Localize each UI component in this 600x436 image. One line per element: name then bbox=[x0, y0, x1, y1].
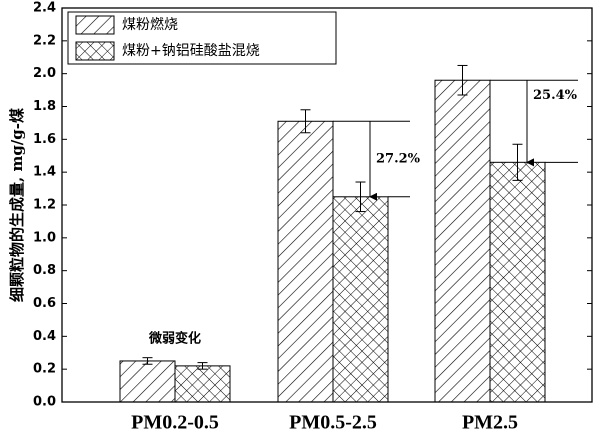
y-tick-label: 1.4 bbox=[33, 165, 56, 180]
annotation: 25.4% bbox=[533, 88, 578, 103]
x-tick-label: PM0.5-2.5 bbox=[289, 412, 377, 434]
error-bar bbox=[197, 362, 208, 370]
bar bbox=[332, 196, 389, 403]
y-tick-label: 0.6 bbox=[33, 296, 56, 311]
x-tick-label: PM0.2-0.5 bbox=[131, 412, 219, 434]
bar bbox=[489, 161, 546, 403]
plot-frame bbox=[61, 7, 593, 403]
y-tick-label: 0.0 bbox=[33, 395, 56, 410]
bar bbox=[277, 120, 334, 403]
y-tick-label: 0.4 bbox=[33, 329, 56, 344]
y-tick-label: 1.0 bbox=[33, 230, 56, 245]
bar bbox=[434, 79, 491, 403]
y-tick-label: 0.2 bbox=[33, 362, 56, 377]
y-tick-label: 1.2 bbox=[33, 198, 56, 213]
y-tick-label: 0.8 bbox=[33, 263, 56, 278]
y-tick-label: 1.8 bbox=[33, 99, 56, 114]
y-tick-label: 1.6 bbox=[33, 132, 56, 147]
error-bar bbox=[457, 64, 468, 96]
bar bbox=[119, 360, 176, 403]
y-axis-label: 细颗粒物的生成量, mg/g-煤 bbox=[8, 108, 26, 302]
legend-swatch bbox=[75, 41, 115, 61]
legend-swatch bbox=[75, 15, 115, 35]
x-tick-label: PM2.5 bbox=[462, 412, 518, 434]
bar bbox=[174, 365, 231, 403]
annotation: 27.2% bbox=[376, 152, 421, 167]
y-tick-label: 2.4 bbox=[33, 1, 56, 16]
legend-label: 煤粉+钠铝硅酸盐混烧 bbox=[122, 43, 260, 59]
legend-label: 煤粉燃烧 bbox=[122, 16, 178, 33]
error-bar bbox=[512, 143, 523, 181]
y-tick-label: 2.2 bbox=[33, 33, 56, 48]
error-bar bbox=[300, 109, 311, 134]
error-bar bbox=[142, 357, 153, 365]
annotation: 微弱变化 bbox=[148, 330, 201, 346]
y-tick-label: 2.0 bbox=[33, 66, 56, 81]
error-bar bbox=[355, 181, 366, 213]
